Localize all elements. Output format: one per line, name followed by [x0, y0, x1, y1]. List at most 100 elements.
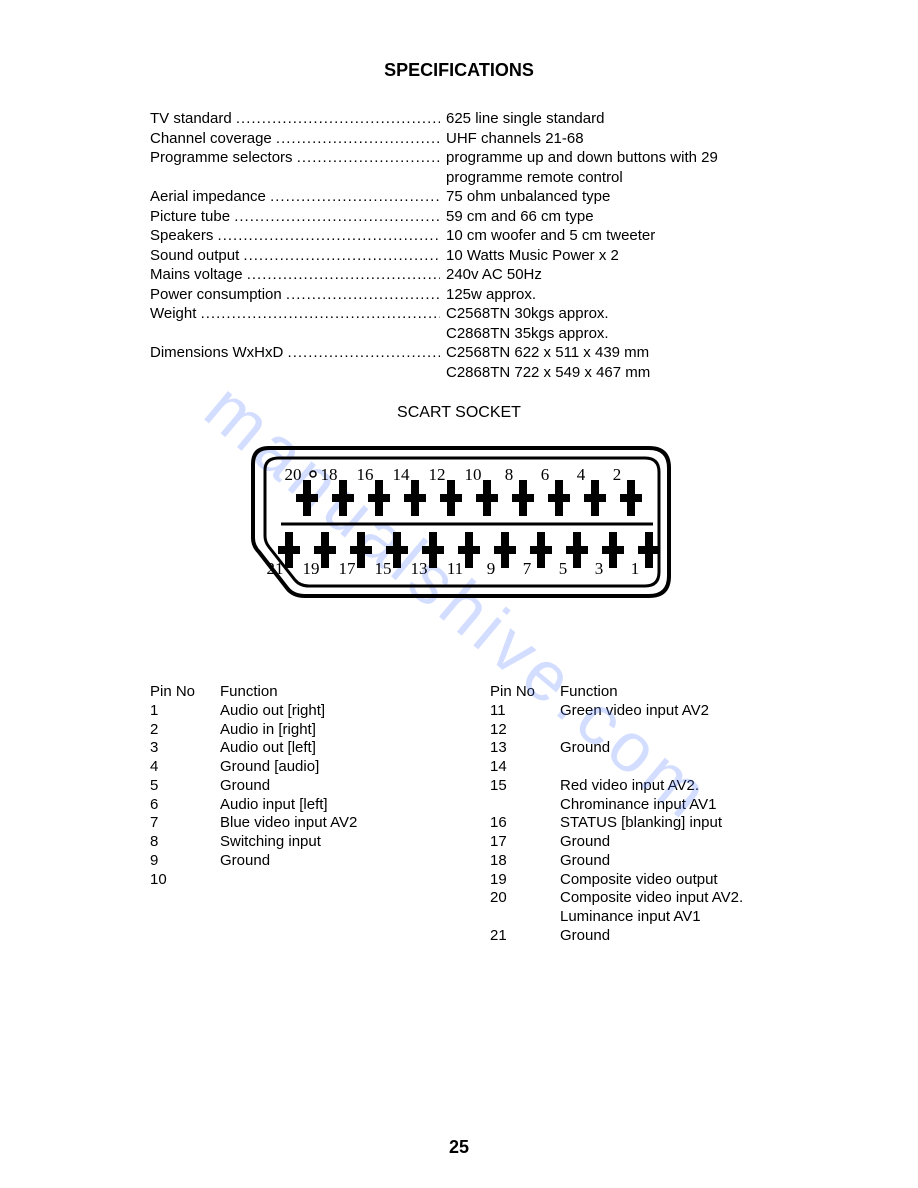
svg-text:2: 2 [613, 465, 622, 484]
spec-row: Picture tube 59 cm and 66 cm type [150, 207, 790, 227]
svg-text:5: 5 [559, 559, 568, 578]
spec-label: Dimensions WxHxD [150, 343, 440, 363]
spec-label: Weight [150, 304, 440, 324]
svg-text:20: 20 [285, 465, 302, 484]
spec-row: Speakers 10 cm woofer and 5 cm tweeter [150, 226, 790, 246]
pin-no: 2 [150, 721, 220, 740]
spec-value: 10 cm woofer and 5 cm tweeter [440, 226, 790, 246]
svg-text:18: 18 [321, 465, 338, 484]
pin-fn: Switching input [220, 833, 460, 852]
pin-fn [220, 871, 460, 890]
pin-fn: Ground [560, 833, 800, 852]
svg-text:17: 17 [339, 559, 357, 578]
spec-row: Dimensions WxHxD C2568TN 622 x 511 x 439… [150, 343, 790, 363]
svg-text:21: 21 [267, 559, 284, 578]
spec-label: Mains voltage [150, 265, 440, 285]
svg-text:14: 14 [393, 465, 411, 484]
pin-fn: Red video input AV2. [560, 777, 800, 796]
pin-fn: Composite video input AV2. [560, 889, 800, 908]
spec-value: 59 cm and 66 cm type [440, 207, 790, 227]
pin-fn: Audio in [right] [220, 721, 460, 740]
spec-label: TV standard [150, 109, 440, 129]
pin-fn: Audio out [right] [220, 702, 460, 721]
spec-value: 240v AC 50Hz [440, 265, 790, 285]
page-title: SPECIFICATIONS [0, 60, 918, 81]
pin-no: 20 [490, 889, 560, 908]
pin-fn: Audio out [left] [220, 739, 460, 758]
pin-no: 17 [490, 833, 560, 852]
spec-label: Aerial impedance [150, 187, 440, 207]
spec-label: Sound output [150, 246, 440, 266]
spec-value: C2568TN 622 x 511 x 439 mm [440, 343, 790, 363]
pin-tables: Pin No12345678910 FunctionAudio out [rig… [0, 683, 918, 946]
pin-fn: Audio input [left] [220, 796, 460, 815]
pin-no: 6 [150, 796, 220, 815]
svg-text:1: 1 [631, 559, 640, 578]
pin-no: 13 [490, 739, 560, 758]
scart-diagram: 201816141210864221191715131197531 [0, 428, 918, 613]
spec-row: TV standard 625 line single standard [150, 109, 790, 129]
pin-no: 7 [150, 814, 220, 833]
spec-value: 10 Watts Music Power x 2 [440, 246, 790, 266]
pin-header-fn: Function [220, 683, 460, 702]
pin-no: 9 [150, 852, 220, 871]
svg-text:6: 6 [541, 465, 550, 484]
pin-header-no: Pin No [490, 683, 560, 702]
svg-text:19: 19 [303, 559, 320, 578]
spec-row: Channel coverage UHF channels 21-68 [150, 129, 790, 149]
pin-fn: Ground [560, 739, 800, 758]
svg-text:7: 7 [523, 559, 532, 578]
pin-fn: Ground [560, 852, 800, 871]
pin-fn: STATUS [blanking] input [560, 814, 800, 833]
spec-value-cont: C2868TN 35kgs approx. [446, 324, 790, 344]
pin-no: 14 [490, 758, 560, 777]
pin-fn: Ground [audio] [220, 758, 460, 777]
pin-no: 19 [490, 871, 560, 890]
spec-row: Programme selectors programme up and dow… [150, 148, 790, 168]
pin-fn [560, 721, 800, 740]
diagram-title: SCART SOCKET [0, 404, 918, 422]
spec-row: Mains voltage 240v AC 50Hz [150, 265, 790, 285]
pin-no: 11 [490, 702, 560, 721]
pin-no: 8 [150, 833, 220, 852]
pin-fn: Ground [220, 852, 460, 871]
pin-fn: Blue video input AV2 [220, 814, 460, 833]
spec-value: UHF channels 21-68 [440, 129, 790, 149]
pin-fn: Composite video output [560, 871, 800, 890]
spec-value: 625 line single standard [440, 109, 790, 129]
svg-text:11: 11 [447, 559, 463, 578]
spec-value-cont: programme remote control [446, 168, 790, 188]
pin-no: 3 [150, 739, 220, 758]
pin-fn: Green video input AV2 [560, 702, 800, 721]
pin-no: 1 [150, 702, 220, 721]
svg-text:3: 3 [595, 559, 604, 578]
pin-no: 5 [150, 777, 220, 796]
spec-value-cont: C2868TN 722 x 549 x 467 mm [446, 363, 790, 383]
spec-row: Sound output 10 Watts Music Power x 2 [150, 246, 790, 266]
spec-value: 75 ohm unbalanced type [440, 187, 790, 207]
spec-value: programme up and down buttons with 29 [440, 148, 790, 168]
pin-header-no: Pin No [150, 683, 220, 702]
specifications-list: TV standard 625 line single standardChan… [150, 109, 790, 382]
spec-row: Aerial impedance 75 ohm unbalanced type [150, 187, 790, 207]
svg-text:10: 10 [465, 465, 482, 484]
spec-label: Programme selectors [150, 148, 440, 168]
spec-label: Picture tube [150, 207, 440, 227]
svg-text:8: 8 [505, 465, 514, 484]
pin-no: 4 [150, 758, 220, 777]
pin-no: 18 [490, 852, 560, 871]
spec-value: C2568TN 30kgs approx. [440, 304, 790, 324]
spec-label: Power consumption [150, 285, 440, 305]
pin-fn [560, 758, 800, 777]
svg-text:9: 9 [487, 559, 496, 578]
pin-no: 16 [490, 814, 560, 833]
svg-text:16: 16 [357, 465, 374, 484]
svg-text:4: 4 [577, 465, 586, 484]
pin-fn: Chrominance input AV1 [560, 796, 800, 815]
pin-fn: Luminance input AV1 [560, 908, 800, 927]
pin-fn: Ground [220, 777, 460, 796]
pin-no: 21 [490, 927, 560, 946]
pin-header-fn: Function [560, 683, 800, 702]
svg-text:13: 13 [411, 559, 428, 578]
page-number: 25 [0, 1137, 918, 1158]
